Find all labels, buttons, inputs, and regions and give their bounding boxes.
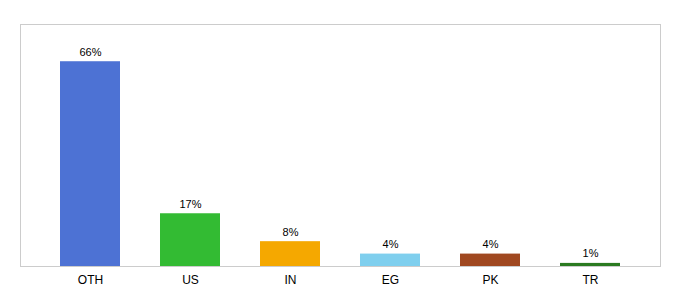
svg-text:OTH: OTH — [78, 273, 103, 287]
svg-text:8%: 8% — [283, 226, 299, 238]
svg-text:US: US — [182, 273, 199, 287]
svg-text:17%: 17% — [179, 198, 201, 210]
svg-text:66%: 66% — [79, 46, 101, 58]
svg-text:1%: 1% — [583, 247, 599, 259]
svg-text:4%: 4% — [483, 238, 499, 250]
svg-text:EG: EG — [382, 273, 399, 287]
svg-text:PK: PK — [482, 273, 498, 287]
svg-text:TR: TR — [583, 273, 599, 287]
svg-text:IN: IN — [285, 273, 297, 287]
svg-text:4%: 4% — [383, 238, 399, 250]
